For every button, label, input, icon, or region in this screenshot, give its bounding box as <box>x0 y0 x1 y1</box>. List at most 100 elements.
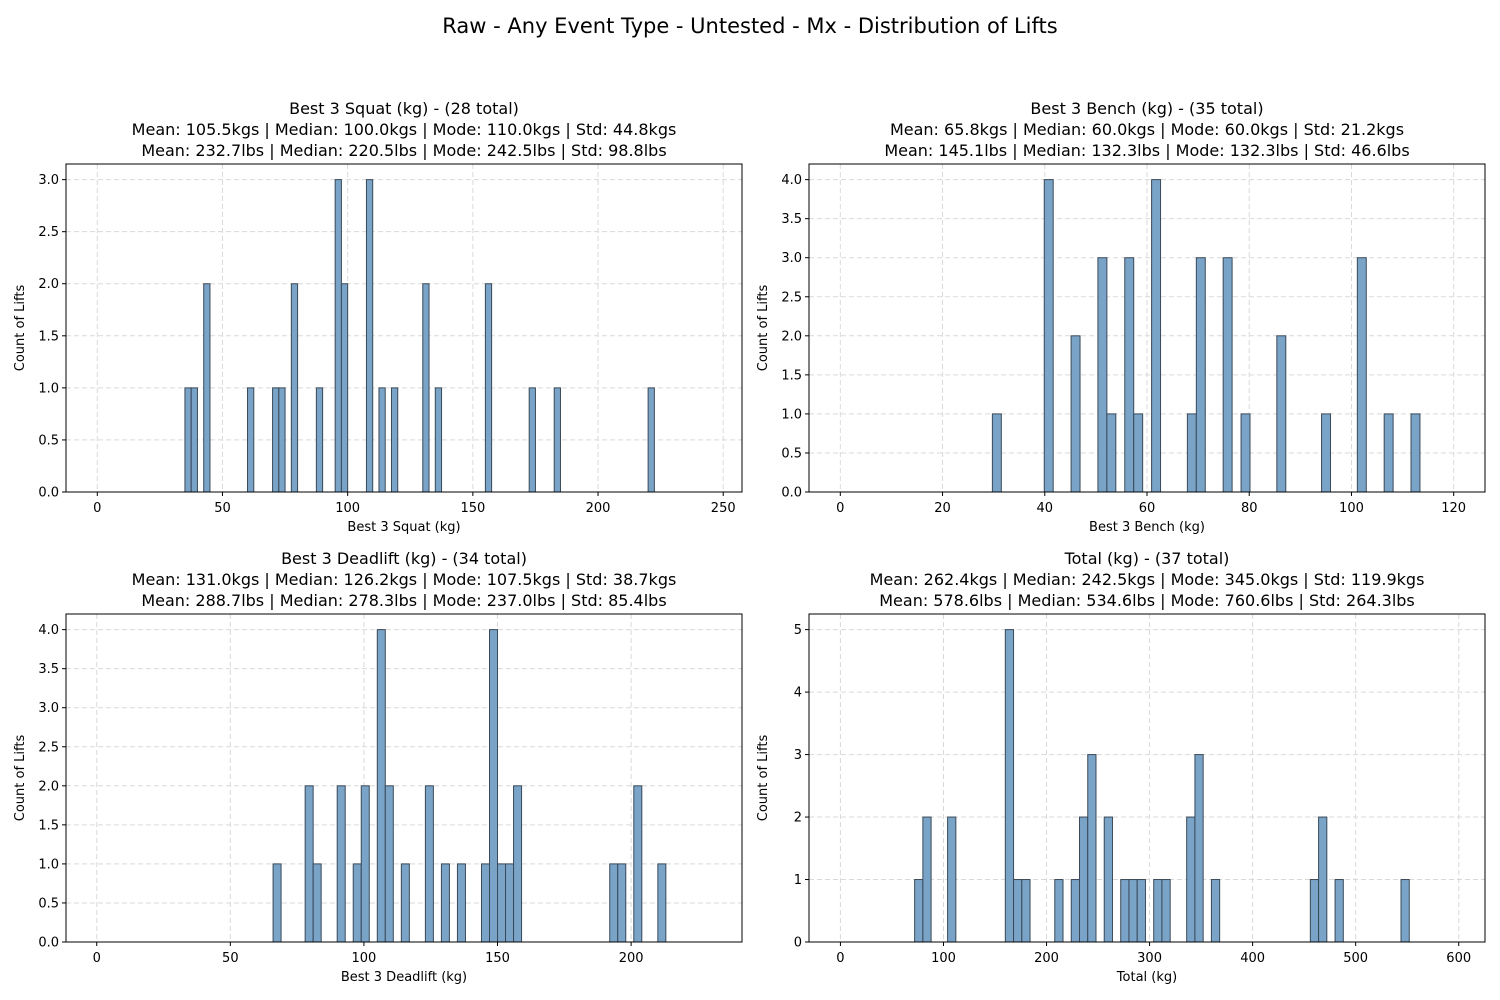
histogram-bar <box>440 863 450 943</box>
histogram-bar <box>647 387 655 493</box>
histogram-bar <box>1021 879 1031 943</box>
x-tick-label: 120 <box>1441 501 1466 516</box>
y-axis-label: Count of Lifts <box>756 285 771 372</box>
axes-frame <box>65 163 743 493</box>
histogram-bar <box>922 816 932 943</box>
histogram-bar <box>1043 179 1054 493</box>
histogram-bar <box>914 879 924 943</box>
histogram-bar <box>1070 879 1081 943</box>
y-tick-label: 1 <box>794 873 802 888</box>
chart-subtitle-kg: Mean: 105.5kgs | Median: 100.0kgs | Mode… <box>132 120 677 139</box>
y-tick-label: 3.0 <box>38 701 59 716</box>
y-tick-label: 1.5 <box>38 818 59 833</box>
y-tick-label: 0.5 <box>38 896 59 911</box>
x-tick-label: 400 <box>1240 951 1265 966</box>
histogram-bar <box>633 785 643 943</box>
chart-subtitle-lbs: Mean: 145.1lbs | Median: 132.3lbs | Mode… <box>884 141 1409 160</box>
total-histogram: Total (kg) - (37 total) Mean: 262.4kgs | … <box>756 549 1486 985</box>
x-tick-label: 0 <box>93 951 101 966</box>
y-tick-label: 5 <box>794 623 802 638</box>
y-tick-label: 3.5 <box>781 212 802 227</box>
x-tick-label: 0 <box>836 951 844 966</box>
x-tick-label: 150 <box>485 951 510 966</box>
x-tick-label: 150 <box>460 501 485 516</box>
histogram-bar <box>434 387 443 493</box>
chart-title: Best 3 Bench (kg) - (35 total) <box>1030 99 1263 118</box>
histogram-bar <box>609 863 619 943</box>
histogram-bar <box>1240 413 1251 493</box>
chart-subtitle-kg: Mean: 131.0kgs | Median: 126.2kgs | Mode… <box>132 570 677 589</box>
histogram-bar <box>480 863 491 943</box>
histogram-bar <box>1186 413 1197 493</box>
histogram-bar <box>203 283 211 493</box>
x-axis-label: Total (kg) <box>1116 970 1177 985</box>
x-tick-label: 40 <box>1036 501 1053 516</box>
histogram-bar <box>1410 413 1421 493</box>
y-axis-label: Count of Lifts <box>756 735 771 822</box>
y-tick-label: 0.0 <box>38 486 59 501</box>
chart-subtitle-lbs: Mean: 288.7lbs | Median: 278.3lbs | Mode… <box>141 591 666 610</box>
x-tick-label: 50 <box>222 951 239 966</box>
histogram-bar <box>553 387 561 493</box>
histogram-bar <box>336 785 346 943</box>
y-axis-label: Count of Lifts <box>13 735 28 822</box>
histogram-bar <box>1195 257 1206 493</box>
y-tick-label: 2.5 <box>38 740 59 755</box>
chart-subtitle-kg: Mean: 262.4kgs | Median: 242.5kgs | Mode… <box>870 570 1425 589</box>
y-axis-label: Count of Lifts <box>13 285 28 372</box>
histogram-bar <box>1103 816 1113 943</box>
histogram-bar <box>1161 879 1171 943</box>
histogram-bar <box>272 387 280 493</box>
histogram-bar <box>400 863 410 943</box>
histogram-bar <box>1087 754 1097 943</box>
histogram-bar <box>1004 629 1015 943</box>
histogram-bar <box>422 283 430 493</box>
histogram-bar <box>184 387 192 493</box>
histogram-bar <box>1124 257 1135 493</box>
histogram-bar <box>1106 413 1117 493</box>
x-tick-label: 300 <box>1137 951 1162 966</box>
histogram-bar <box>1222 257 1233 493</box>
x-axis-label: Best 3 Deadlift (kg) <box>341 970 467 985</box>
chart-subtitle-kg: Mean: 65.8kgs | Median: 60.0kgs | Mode: … <box>890 120 1404 139</box>
x-tick-label: 200 <box>586 501 611 516</box>
x-tick-label: 200 <box>619 951 644 966</box>
x-tick-label: 200 <box>1034 951 1059 966</box>
histogram-bar <box>1070 335 1081 493</box>
bench-histogram: Best 3 Bench (kg) - (35 total) Mean: 65.8… <box>756 99 1486 535</box>
histogram-bar <box>1309 879 1320 943</box>
x-tick-label: 60 <box>1139 501 1156 516</box>
histogram-bar <box>1321 413 1332 493</box>
histogram-bar <box>1318 816 1328 943</box>
x-tick-label: 100 <box>352 951 377 966</box>
histogram-bar <box>290 283 299 493</box>
histogram-bar <box>278 387 286 493</box>
histogram-bar <box>497 863 507 943</box>
histogram-bar <box>1153 879 1163 943</box>
x-tick-label: 0 <box>836 501 844 516</box>
y-tick-label: 2.5 <box>781 290 802 305</box>
histogram-bar <box>190 387 198 493</box>
x-tick-label: 500 <box>1343 951 1368 966</box>
y-tick-label: 3.0 <box>38 173 59 188</box>
chart-title: Total (kg) - (37 total) <box>1064 549 1230 568</box>
histogram-bar <box>1079 816 1089 943</box>
histogram-bar <box>1054 879 1064 943</box>
chart-title: Best 3 Squat (kg) - (28 total) <box>289 99 519 118</box>
chart-subtitle-lbs: Mean: 578.6lbs | Median: 534.6lbs | Mode… <box>879 591 1415 610</box>
histogram-bar <box>378 387 386 493</box>
histogram-bar <box>1097 257 1108 493</box>
x-tick-label: 50 <box>214 501 231 516</box>
histogram-bar <box>617 863 627 943</box>
y-tick-label: 0 <box>794 936 802 951</box>
histogram-bar <box>424 785 434 943</box>
histogram-bar <box>304 785 314 943</box>
y-tick-label: 1.0 <box>38 381 59 396</box>
histogram-bar <box>360 785 370 943</box>
deadlift-histogram: Best 3 Deadlift (kg) - (34 total) Mean: 1… <box>13 549 743 985</box>
x-axis-label: Best 3 Bench (kg) <box>1089 520 1205 535</box>
y-tick-label: 2.5 <box>38 225 59 240</box>
y-tick-label: 0.5 <box>38 433 59 448</box>
squat-histogram: Best 3 Squat (kg) - (28 total) Mean: 105.… <box>13 99 743 535</box>
histogram-bar <box>1383 413 1394 493</box>
